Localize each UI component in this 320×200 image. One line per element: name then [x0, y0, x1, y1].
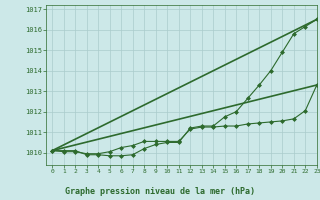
Text: Graphe pression niveau de la mer (hPa): Graphe pression niveau de la mer (hPa): [65, 187, 255, 196]
